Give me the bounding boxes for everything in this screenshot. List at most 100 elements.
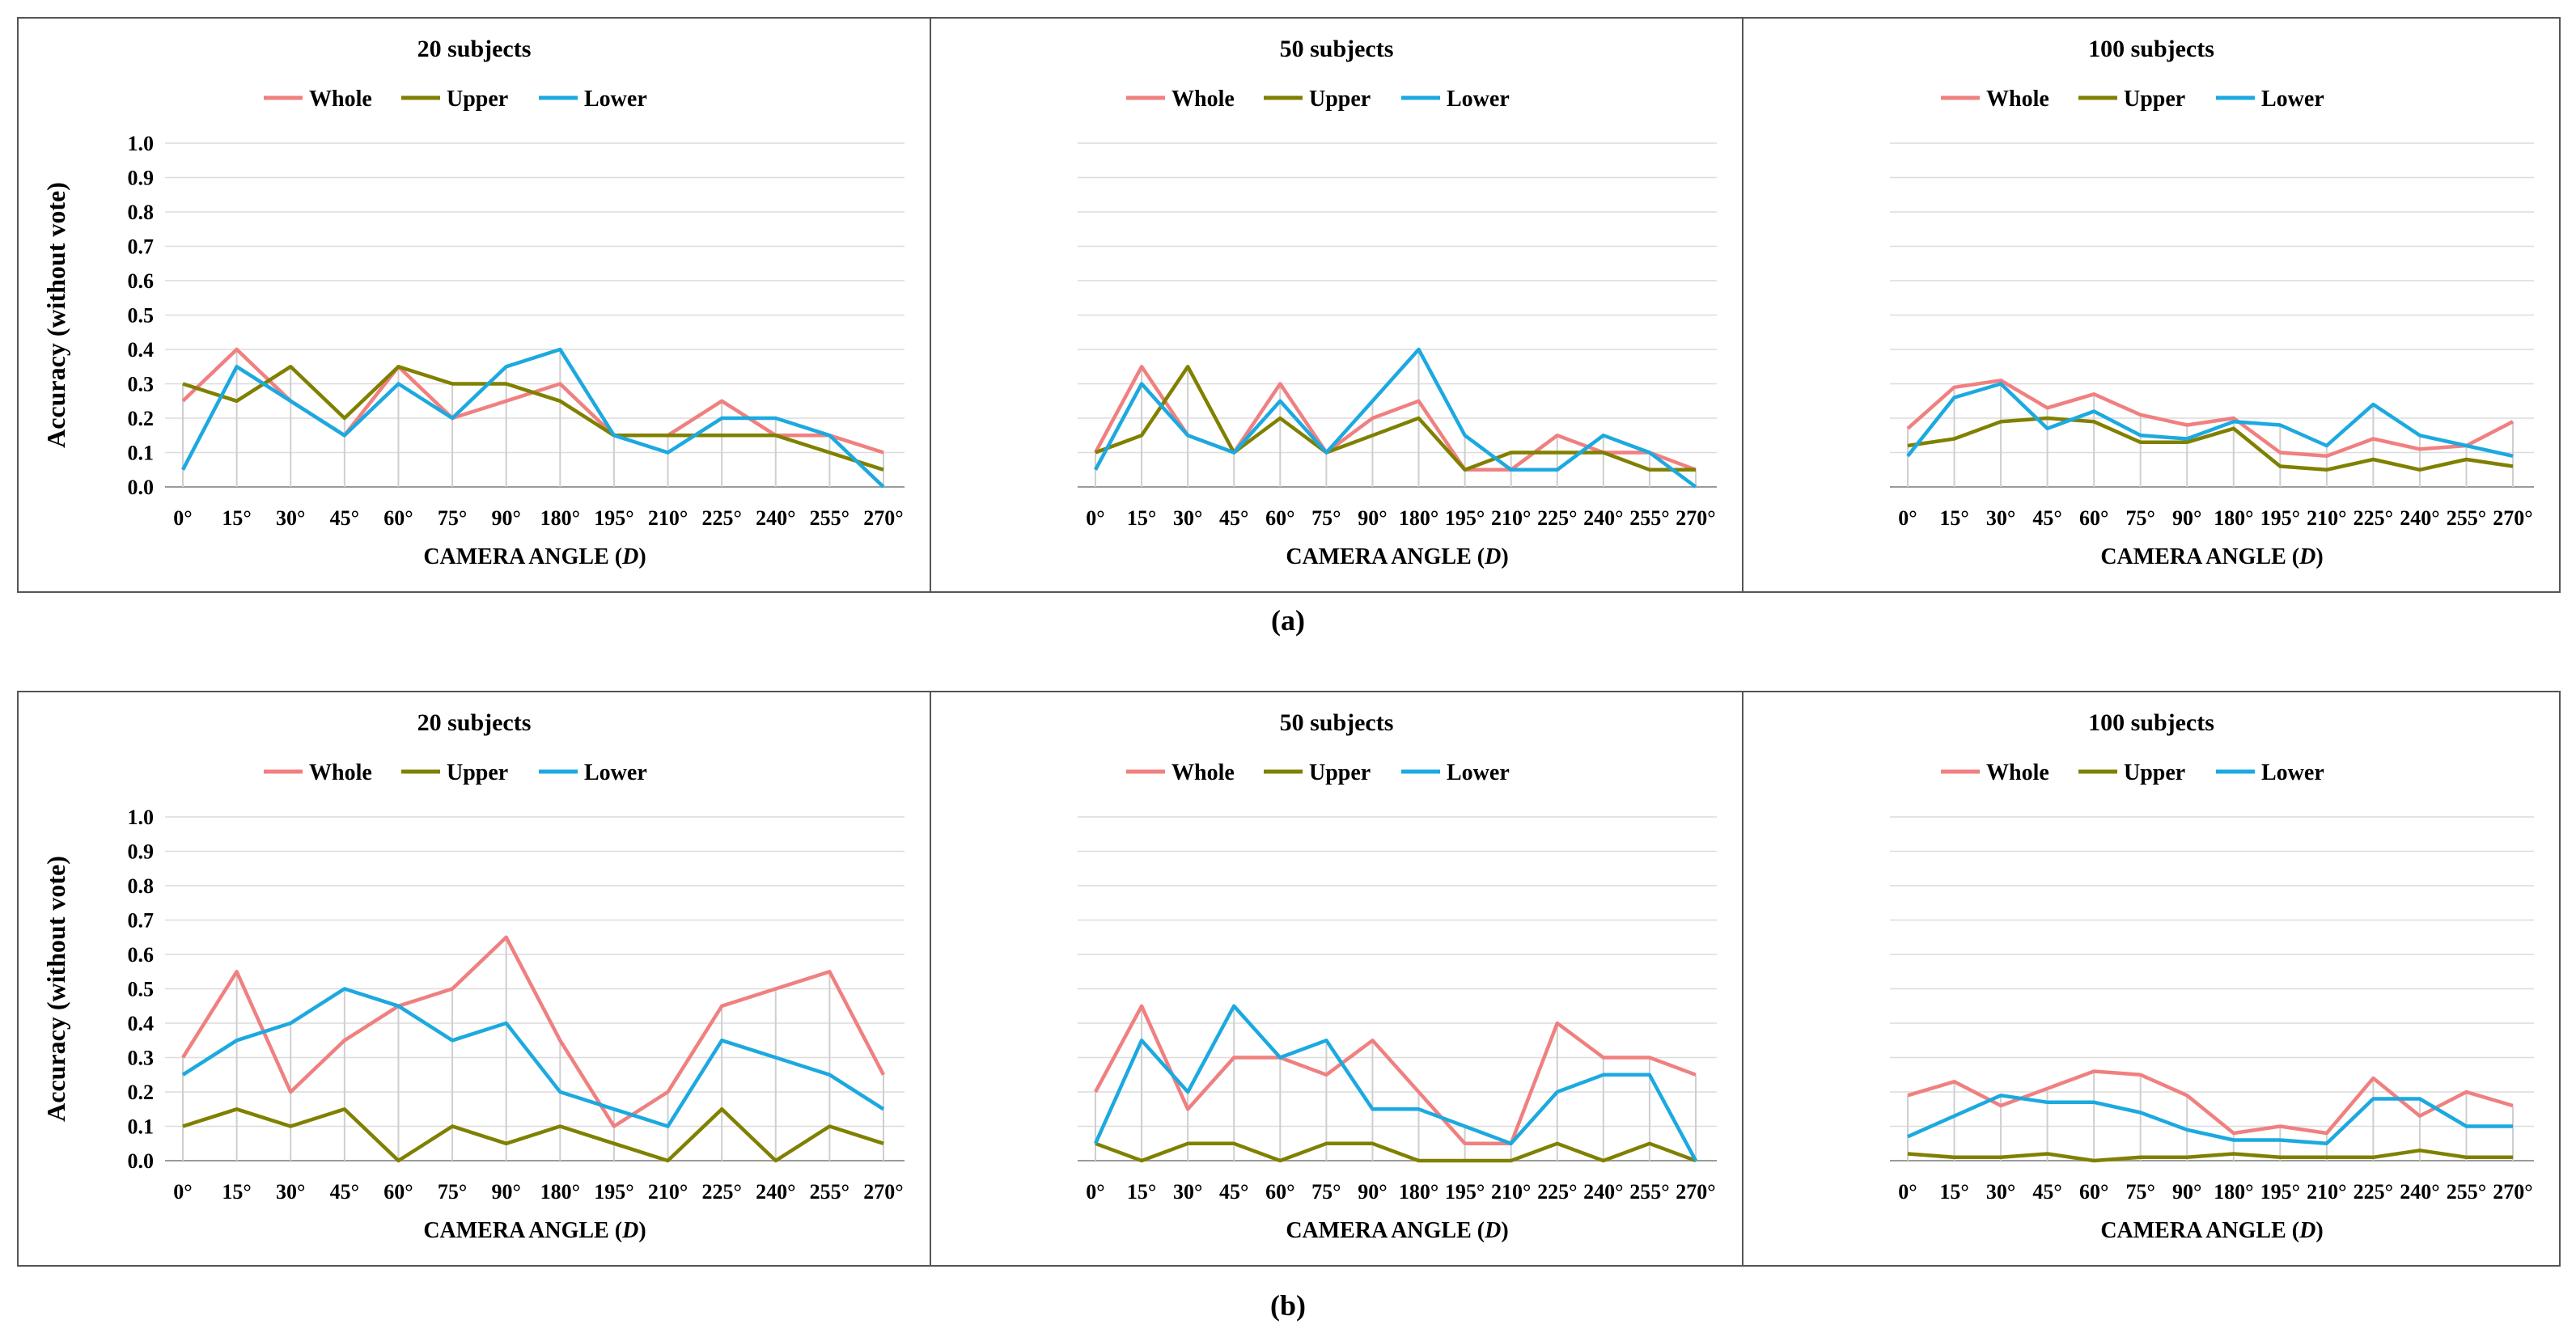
- chart-b-2-xtick-label: 0°: [1086, 1180, 1104, 1204]
- chart-a-3-legend-label-lower: Lower: [2261, 87, 2324, 112]
- chart-a-3-xtick-label: 180°: [2214, 506, 2253, 530]
- chart-a-3-xtick-label: 240°: [2400, 506, 2439, 530]
- chart-b-2-xlabel: CAMERA ANGLE (D): [1286, 1218, 1508, 1243]
- chart-b-1-legend-label-whole: Whole: [309, 760, 372, 785]
- chart-a-1-ytick-label: 0.1: [128, 442, 155, 465]
- chart-b-1-xtick-label: 75°: [438, 1180, 467, 1204]
- chart-b-1-ytick-label: 0.7: [128, 909, 155, 933]
- chart-b-3-frame: [1742, 691, 2561, 1267]
- chart-b-3-xtick-label: 240°: [2400, 1180, 2439, 1204]
- chart-a-2-xtick-label: 195°: [1445, 506, 1485, 530]
- chart-b-2-xtick-label: 15°: [1127, 1180, 1156, 1204]
- chart-b-2-xtick-label: 60°: [1265, 1180, 1294, 1204]
- chart-b-1-legend-label-lower: Lower: [584, 760, 647, 785]
- chart-b-3-xtick-label: 180°: [2214, 1180, 2253, 1204]
- chart-a-1-xtick-label: 0°: [173, 506, 192, 530]
- chart-a-1-legend-label-lower: Lower: [584, 87, 647, 112]
- chart-b-3-series-lower: [1907, 1094, 2513, 1146]
- chart-a-1-legend-label-whole: Whole: [309, 87, 372, 112]
- chart-a-2-xtick-label: 255°: [1629, 506, 1669, 530]
- chart-b-1-xtick-label: 270°: [863, 1180, 903, 1204]
- chart-b-1-series-whole: [181, 935, 885, 1128]
- chart-b-3-xtick-label: 255°: [2447, 1180, 2486, 1204]
- chart-b-3-title: 100 subjects: [2088, 709, 2214, 736]
- chart-b-3: 100 subjects Whole Upper Lower 0° 15° 30° 45° 60…: [1742, 691, 2561, 1267]
- chart-b-2-xtick-label: 30°: [1173, 1180, 1202, 1204]
- chart-a-1-ytick-label: 0.4: [128, 338, 155, 362]
- chart-b-2-legend-label-upper: Upper: [1309, 760, 1371, 785]
- chart-a-2-series-lower: [1094, 347, 1697, 489]
- chart-b-2-title: 50 subjects: [1280, 709, 1394, 736]
- chart-b-1-xtick-label: 210°: [648, 1180, 688, 1204]
- chart-a-1-xtick-label: 270°: [863, 506, 903, 530]
- chart-a-2-legend-label-upper: Upper: [1309, 87, 1371, 112]
- chart-b-1-ytick-label: 0.9: [128, 840, 155, 864]
- chart-b-1-ytick-label: 1.0: [128, 806, 155, 829]
- chart-a-2-xtick-label: 225°: [1537, 506, 1577, 530]
- chart-a-2-xtick-label: 0°: [1086, 506, 1104, 530]
- chart-b-1-ytick-label: 0.4: [128, 1012, 155, 1035]
- chart-a-2-xtick-label: 270°: [1676, 506, 1715, 530]
- chart-b-1-legend-label-upper: Upper: [447, 760, 508, 785]
- chart-a-1-series-lower: [181, 347, 885, 489]
- chart-b-1-xtick-label: 30°: [276, 1180, 305, 1204]
- chart-a-1-ytick-label: 1.0: [128, 132, 155, 155]
- chart-b-3-xtick-label: 45°: [2032, 1180, 2061, 1204]
- chart-b-1-ytick-label: 0.1: [128, 1115, 155, 1139]
- chart-a-2-xtick-label: 210°: [1491, 506, 1531, 530]
- chart-b-1-title: 20 subjects: [417, 709, 532, 736]
- chart-a-1-xtick-label: 195°: [594, 506, 633, 530]
- chart-b-1-xtick-label: 195°: [594, 1180, 633, 1204]
- chart-b-3-legend-label-upper: Upper: [2124, 760, 2185, 785]
- chart-a-2-title: 50 subjects: [1280, 36, 1394, 62]
- chart-a-1-frame: [17, 17, 931, 593]
- chart-b-1-xtick-label: 180°: [540, 1180, 580, 1204]
- chart-b-3-series-upper: [1907, 1149, 2513, 1163]
- chart-a-1-ylabel: Accuracy (without vote): [41, 182, 70, 448]
- chart-a-2-legend-label-lower: Lower: [1447, 87, 1510, 112]
- chart-b-3-xtick-label: 195°: [2260, 1180, 2300, 1204]
- chart-a-1-xtick-label: 90°: [491, 506, 520, 530]
- chart-b-1-xtick-label: 90°: [491, 1180, 520, 1204]
- chart-b-3-legend-label-lower: Lower: [2261, 760, 2324, 785]
- chart-b-1-xtick-label: 225°: [701, 1180, 741, 1204]
- chart-b-2-xtick-label: 180°: [1399, 1180, 1438, 1204]
- chart-a-1-ytick-label: 0.9: [128, 167, 155, 190]
- chart-b-2-series-upper: [1095, 1141, 1697, 1163]
- chart-a-3-xtick-label: 15°: [1939, 506, 1968, 530]
- chart-a-2-series-upper: [1095, 365, 1696, 472]
- chart-a-3-xlabel: CAMERA ANGLE (D): [2100, 544, 2323, 569]
- chart-a-1-xtick-label: 225°: [701, 506, 741, 530]
- chart-b-1: 20 subjects Whole Upper Lower 0.0 0.1 0.2 0.3 0.…: [17, 691, 931, 1267]
- chart-b-3-legend-label-whole: Whole: [1986, 760, 2049, 785]
- chart-a-3-frame: [1742, 17, 2561, 593]
- chart-a-1-ytick-label: 0.2: [128, 407, 155, 430]
- chart-b-3-xtick-label: 15°: [1939, 1180, 1968, 1204]
- chart-b-2-xtick-label: 270°: [1676, 1180, 1715, 1204]
- chart-a-3-xtick-label: 255°: [2447, 506, 2486, 530]
- chart-b-3-xtick-label: 225°: [2354, 1180, 2393, 1204]
- chart-b-1-ytick-label: 0.0: [128, 1149, 155, 1173]
- chart-b-3-xtick-label: 210°: [2307, 1180, 2346, 1204]
- chart-b-3-xtick-label: 90°: [2172, 1180, 2201, 1204]
- chart-b-1-ytick-label: 0.5: [128, 978, 155, 1001]
- chart-a-1-ytick-label: 0.7: [128, 235, 155, 259]
- chart-b-2-xtick-label: 90°: [1358, 1180, 1387, 1204]
- chart-b-1-series-lower: [181, 987, 885, 1128]
- chart-a-1-xtick-label: 180°: [540, 506, 580, 530]
- chart-b-2-series-whole: [1094, 1004, 1697, 1146]
- chart-b-1-xtick-label: 240°: [756, 1180, 795, 1204]
- chart-a-2: 50 subjects Whole Upper Lower 0° 15° 30° 45° 60°…: [930, 17, 1743, 593]
- chart-a-3-series-whole: [1906, 379, 2515, 459]
- chart-a-1-ytick-label: 0.6: [128, 269, 155, 293]
- chart-a-1-ytick-label: 0.3: [128, 373, 155, 396]
- chart-a-1-ytick-label: 0.5: [128, 304, 155, 328]
- chart-a-1-xtick-label: 240°: [756, 506, 795, 530]
- chart-b-3-xtick-label: 0°: [1898, 1180, 1917, 1204]
- chart-a-3-legend-label-whole: Whole: [1986, 87, 2049, 112]
- chart-a-3-xtick-label: 0°: [1898, 506, 1917, 530]
- chart-a-3-xtick-label: 30°: [1986, 506, 2015, 530]
- chart-b-2-xtick-label: 255°: [1629, 1180, 1669, 1204]
- chart-b-2-frame: [930, 691, 1743, 1267]
- chart-b-2: 50 subjects Whole Upper Lower 0° 15° 30° 45° 60°…: [930, 691, 1743, 1267]
